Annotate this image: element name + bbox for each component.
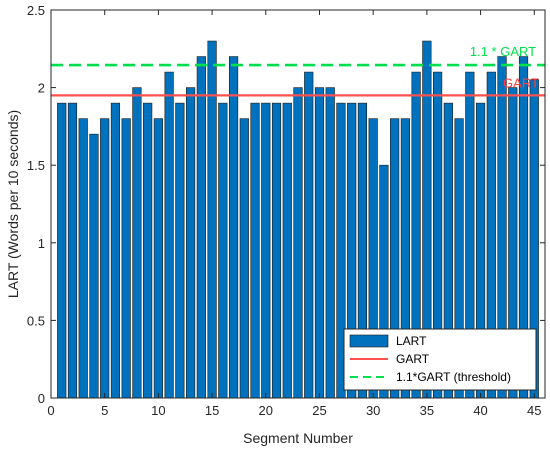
y-axis-ticks: 0 0.5 1 1.5 2 2.5 [27,3,545,406]
bar-segment-3 [78,118,88,399]
legend-label-gart: GART [396,352,430,366]
x-tick-label: 30 [366,403,380,418]
bar-segment-1 [57,102,67,399]
legend: LART GART 1.1*GART (threshold) [343,328,537,391]
bar-segment-7 [121,118,131,399]
legend-swatch-lart [349,334,389,348]
y-tick-label: 1 [38,236,45,251]
legend-label-lart: LART [396,334,427,348]
bar-segment-16 [218,102,228,399]
bar-segment-20 [261,102,271,399]
bar-segment-4 [89,133,99,399]
bar-segment-2 [67,102,78,399]
y-tick-label: 0 [38,391,45,406]
bar-segment-17 [228,56,239,399]
x-tick-label: 20 [259,403,273,418]
bar-segment-24 [304,71,314,399]
x-tick-label: 10 [151,403,165,418]
bar-segment-22 [282,102,292,399]
bar-segment-21 [271,102,282,399]
y-axis-label: LART (Words per 10 seconds) [5,110,21,298]
x-tick-label: 40 [473,403,487,418]
y-tick-label: 2 [38,81,45,96]
annotation-threshold-label: 1.1 * GART [470,44,536,59]
bar-segment-13 [186,87,196,399]
bar-segment-26 [325,87,335,399]
bar-segment-10 [153,118,163,399]
bar-segment-9 [143,102,153,399]
x-tick-label: 35 [420,403,434,418]
x-tick-label: 0 [47,403,54,418]
y-tick-label: 0.5 [27,313,45,328]
x-tick-label: 45 [527,403,541,418]
x-tick-label: 25 [312,403,326,418]
annotations-group: 1.1 * GART GART [470,44,539,90]
x-axis-label: Segment Number [243,430,353,446]
annotation-gart-label: GART [503,75,539,90]
bar-segment-23 [293,87,303,399]
x-axis-ticks: 0 5 10 15 20 25 30 35 40 45 [47,10,541,418]
bar-segment-12 [175,102,185,399]
bar-segment-5 [100,118,110,399]
bar-segment-25 [314,87,325,399]
bar-segment-6 [110,102,121,399]
bar-segment-19 [250,102,260,399]
plot-frame [50,9,546,399]
x-tick-label: 5 [101,403,108,418]
bar-segment-8 [132,87,142,399]
y-tick-label: 2.5 [27,3,45,18]
y-tick-label: 1.5 [27,158,45,173]
bar-segment-18 [239,118,249,399]
bar-segment-11 [164,71,174,399]
bar-segment-14 [196,56,206,399]
reference-lines-group [51,63,545,97]
legend-label-threshold: 1.1*GART (threshold) [396,370,511,384]
x-tick-label: 15 [205,403,219,418]
